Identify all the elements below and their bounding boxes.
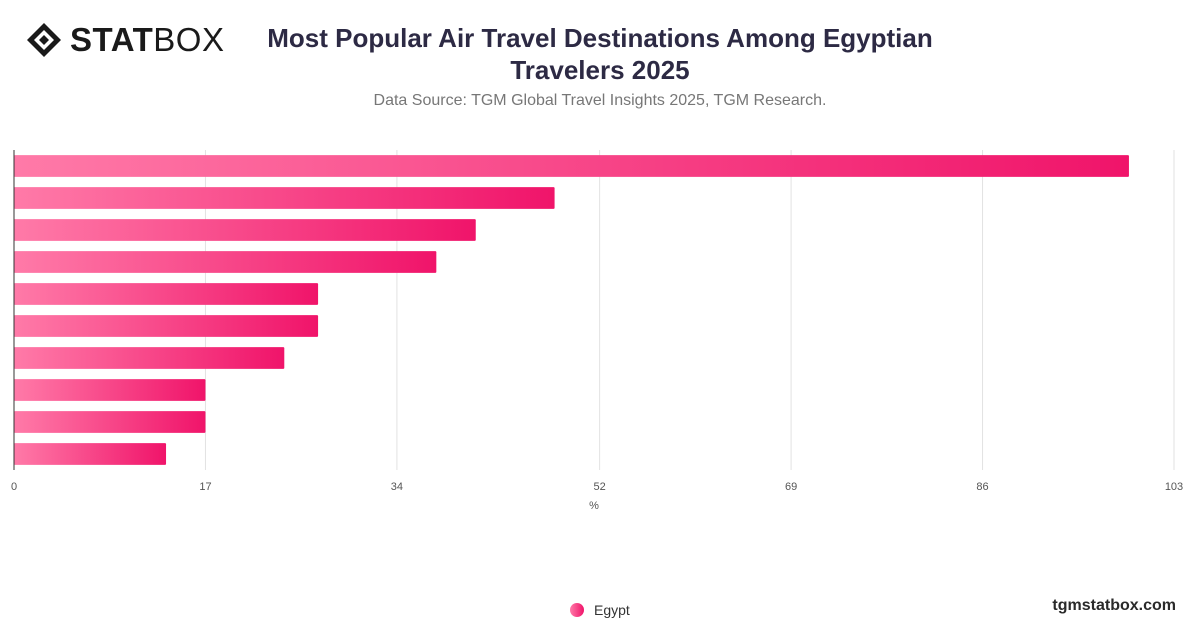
- bar-egypt[interactable]: [14, 411, 206, 433]
- bar-egypt[interactable]: [14, 283, 319, 305]
- bars: [14, 155, 1129, 465]
- statbox-logo: STATBOX: [26, 22, 224, 58]
- chart-title: Most Popular Air Travel Destinations Amo…: [267, 23, 933, 85]
- x-tick-label: 103: [1165, 481, 1183, 493]
- x-tick-label: 34: [391, 481, 403, 493]
- bar-egypt[interactable]: [14, 187, 555, 209]
- bar-egypt[interactable]: [14, 251, 437, 273]
- logo-wordmark-light: BOX: [153, 21, 225, 58]
- bar-egypt[interactable]: [14, 155, 1129, 177]
- bar-egypt[interactable]: [14, 379, 206, 401]
- grid-lines: [204, 150, 1175, 470]
- legend[interactable]: Egypt: [570, 602, 630, 618]
- x-tick-label: 86: [976, 481, 988, 493]
- x-axis: 0 17 34 52 69 86 103: [11, 150, 1183, 493]
- x-tick-label: 52: [594, 481, 606, 493]
- logo-wordmark-bold: STAT: [70, 21, 154, 58]
- legend-swatch-egypt: [570, 603, 584, 617]
- diamond-logo-icon: [27, 23, 61, 57]
- x-tick-label: 0: [11, 481, 17, 493]
- x-tick-label: 69: [785, 481, 797, 493]
- x-axis-title: %: [589, 500, 599, 512]
- x-tick-label: 17: [199, 481, 211, 493]
- bar-egypt[interactable]: [14, 443, 167, 465]
- bar-egypt[interactable]: [14, 347, 285, 369]
- legend-label-egypt: Egypt: [594, 602, 630, 618]
- footer-website: tgmstatbox.com: [1052, 597, 1176, 614]
- bar-egypt[interactable]: [14, 219, 476, 241]
- chart-subtitle: Data Source: TGM Global Travel Insights …: [373, 92, 827, 109]
- logo-wordmark: STATBOX: [70, 22, 224, 58]
- bar-egypt[interactable]: [14, 315, 319, 337]
